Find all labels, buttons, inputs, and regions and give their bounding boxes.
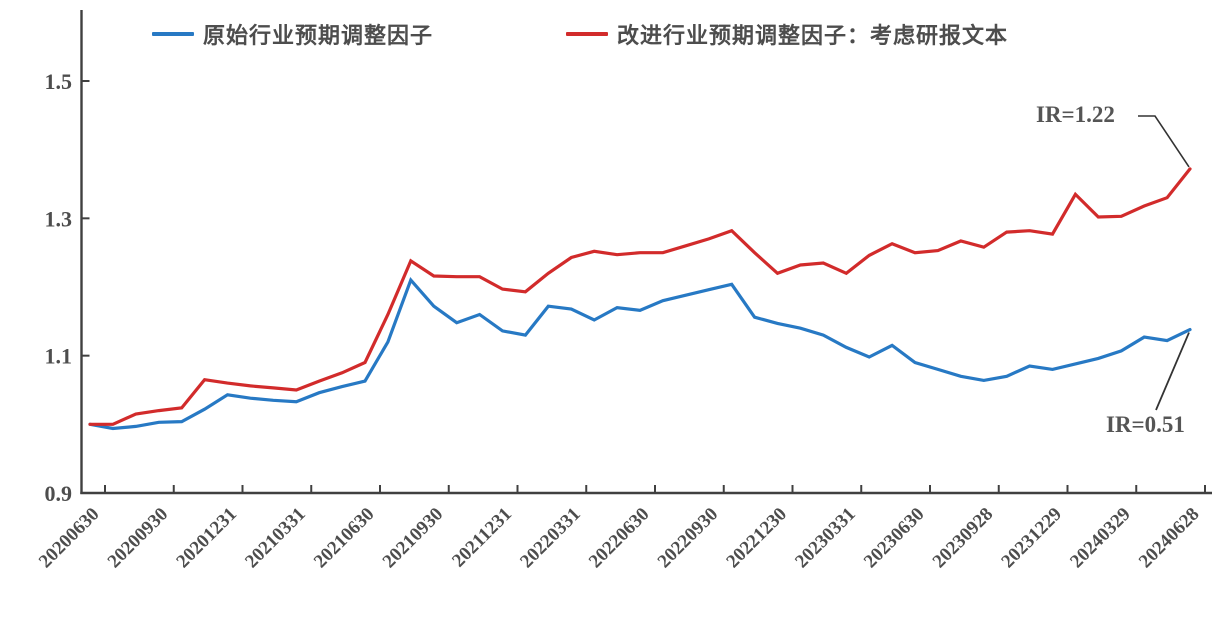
x-tick-label: 20220630 xyxy=(585,504,654,573)
x-tick-label: 20221230 xyxy=(722,504,791,573)
leader-line-ir-original xyxy=(1155,332,1190,411)
annotation-ir-improved: IR=1.22 xyxy=(1036,102,1115,127)
x-tick-label: 20230331 xyxy=(791,504,860,573)
leader-line-ir-improved xyxy=(1138,115,1190,168)
series-line-improved xyxy=(88,167,1192,426)
x-tick-label: 20240628 xyxy=(1135,504,1204,573)
x-tick-label: 20210630 xyxy=(310,504,379,573)
x-tick-label: 20210930 xyxy=(379,504,448,573)
x-tick-label: 20200630 xyxy=(35,504,104,573)
y-tick-label: 1.5 xyxy=(45,69,73,94)
legend-line-swatch-improved xyxy=(566,32,608,36)
x-tick-label: 20200930 xyxy=(104,504,173,573)
x-tick-label: 20211231 xyxy=(448,504,516,572)
y-tick-label: 1.3 xyxy=(45,206,73,231)
y-tick-label: 1.1 xyxy=(45,344,73,369)
annotation-ir-original: IR=0.51 xyxy=(1106,412,1185,437)
legend-label-improved: 改进行业预期调整因子：考虑研报文本 xyxy=(617,23,1009,48)
x-tick-label: 20240329 xyxy=(1066,504,1135,573)
legend: 原始行业预期调整因子 改进行业预期调整因子：考虑研报文本 xyxy=(0,18,1215,52)
series-line-original xyxy=(88,277,1192,431)
legend-label-original: 原始行业预期调整因子 xyxy=(203,23,434,48)
x-tick-label: 20220930 xyxy=(654,504,723,573)
y-tick-label: 0.9 xyxy=(45,481,73,506)
legend-item-improved-factor: 改进行业预期调整因子：考虑研报文本 xyxy=(566,20,1008,48)
x-tick-label: 20220331 xyxy=(516,504,585,573)
x-tick-label: 20230928 xyxy=(929,504,998,573)
legend-line-swatch-original xyxy=(152,32,194,36)
x-tick-label: 20231229 xyxy=(997,504,1066,573)
x-tick-label: 20210331 xyxy=(241,504,310,573)
x-tick-label: 20230630 xyxy=(860,504,929,573)
x-tick-label: 20201231 xyxy=(172,504,241,573)
legend-item-original-factor: 原始行业预期调整因子 xyxy=(152,20,433,48)
